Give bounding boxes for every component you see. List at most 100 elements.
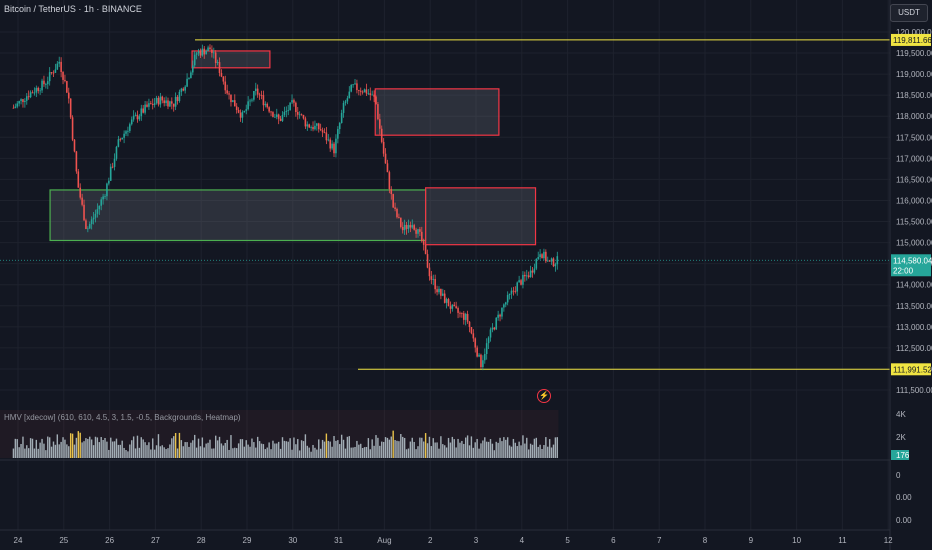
candle-body: [476, 347, 478, 357]
candle-body: [338, 122, 341, 130]
volume-bar: [37, 448, 39, 458]
volume-bars: [0, 410, 559, 458]
volume-bar: [256, 436, 259, 458]
candle-body: [150, 103, 152, 104]
y-tick-label: 113,500.00: [896, 302, 932, 311]
volume-bar: [96, 437, 99, 458]
candle-body: [140, 108, 143, 117]
volume-bar: [56, 434, 59, 458]
candle-body: [462, 313, 465, 320]
candle-body: [214, 52, 217, 63]
candle-body: [88, 224, 91, 229]
candle-body: [329, 139, 332, 149]
candle-body: [233, 100, 236, 107]
candle-body: [159, 96, 162, 105]
volume-bar: [484, 437, 486, 458]
x-tick-label: 31: [334, 536, 343, 545]
candle-body: [359, 90, 362, 92]
volume-bar: [337, 440, 339, 458]
candle-body: [41, 80, 43, 91]
volume-bar: [361, 448, 364, 458]
x-tick-label: 3: [474, 536, 479, 545]
volume-bar: [123, 447, 125, 458]
volume-bar: [369, 449, 371, 458]
volume-bar: [153, 449, 156, 458]
volume-bar: [150, 449, 152, 458]
volume-bar: [230, 435, 232, 458]
candle-body: [524, 274, 526, 277]
candle-body: [468, 321, 471, 327]
candle-body: [504, 302, 507, 305]
candle-body: [379, 119, 381, 129]
candle-body: [69, 98, 72, 118]
candle-body: [151, 103, 154, 105]
candle-body: [371, 94, 373, 96]
zone-boxes: [49, 50, 537, 246]
candle-body: [184, 86, 186, 91]
volume-bar: [470, 436, 473, 458]
candle-body: [430, 276, 433, 280]
x-tick-label: 2: [428, 536, 433, 545]
volume-bar: [111, 441, 114, 458]
lightning-icon[interactable]: ⚡: [537, 389, 551, 403]
candle-body: [239, 112, 242, 118]
volume-bar: [195, 447, 198, 458]
candle-body: [285, 110, 288, 112]
y-tick-label: 118,500.00: [896, 91, 932, 100]
currency-button[interactable]: USDT: [890, 4, 928, 22]
volume-bar: [239, 439, 242, 458]
volume-bar: [428, 436, 431, 458]
y-tick-label: 112,500.00: [896, 344, 932, 353]
candle-body: [293, 100, 295, 103]
volume-bar: [266, 447, 268, 458]
volume-bar: [104, 437, 106, 458]
x-tick-label: 25: [59, 536, 68, 545]
candle-body: [52, 72, 55, 74]
volume-bar: [171, 438, 173, 458]
volume-bar: [157, 434, 160, 458]
volume-bar: [371, 439, 373, 458]
candle-body: [46, 81, 49, 85]
candle-body: [419, 229, 421, 232]
candle-body: [316, 123, 318, 126]
volume-bar: [190, 442, 192, 458]
vol-tick-2k: 2K: [896, 433, 906, 442]
volume-bar: [18, 447, 20, 458]
candle-body: [417, 229, 419, 234]
candle-body: [106, 183, 108, 197]
candle-body: [277, 114, 280, 119]
candle-body: [251, 99, 253, 101]
zone-demand: [49, 189, 427, 242]
volume-bar: [180, 440, 183, 458]
volume-bar: [298, 450, 301, 458]
indicator-label[interactable]: HMV [xdecow] (610, 610, 4.5, 3, 1.5, -0.…: [4, 413, 241, 422]
volume-bar: [136, 435, 139, 458]
candle-body: [375, 96, 377, 105]
volume-bar: [50, 446, 53, 458]
candle-body: [216, 62, 219, 63]
volume-bar: [131, 440, 133, 458]
candle-body: [472, 333, 475, 339]
volume-bar: [423, 441, 425, 458]
volume-bar: [396, 440, 398, 458]
volume-bar: [260, 443, 263, 458]
volume-bar: [503, 437, 505, 458]
candle-body: [443, 293, 446, 303]
volume-bar: [495, 441, 497, 458]
horizontal-levels: [0, 39, 890, 370]
last-price-value: 114,580.04: [893, 256, 932, 265]
volume-bar: [289, 438, 291, 458]
volume-bar: [329, 441, 331, 458]
volume-bar: [457, 438, 459, 458]
volume-bar: [535, 437, 538, 458]
x-tick-label: 6: [611, 536, 616, 545]
candle-body: [209, 47, 211, 50]
volume-bar: [60, 441, 62, 458]
candle-body: [132, 115, 135, 120]
candle-body: [308, 124, 311, 128]
candle-body: [310, 127, 312, 128]
candle-body: [241, 112, 244, 118]
volume-bar: [222, 445, 225, 458]
candle-body: [197, 51, 200, 54]
